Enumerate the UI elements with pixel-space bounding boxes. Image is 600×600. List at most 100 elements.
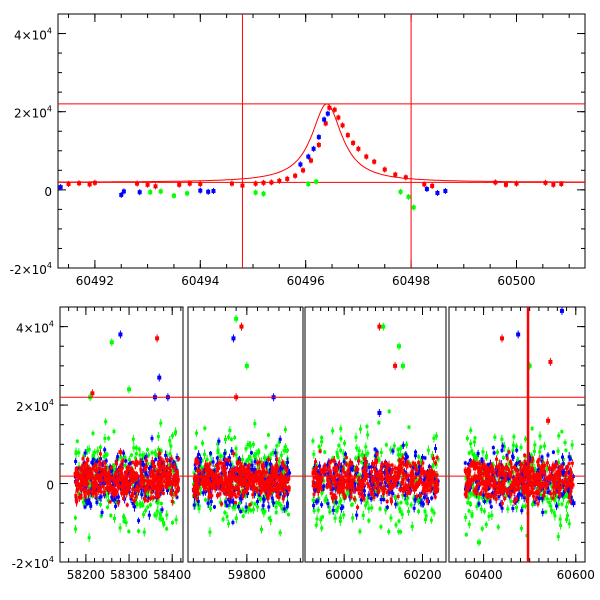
data-point — [372, 465, 376, 469]
data-point — [137, 447, 141, 451]
data-point — [567, 455, 571, 459]
data-point — [285, 492, 289, 496]
data-point — [86, 465, 90, 469]
data-point — [249, 508, 253, 512]
data-point — [287, 471, 291, 475]
data-point — [156, 435, 160, 439]
data-point — [326, 502, 330, 506]
data-point — [311, 439, 315, 443]
data-point — [140, 493, 144, 497]
data-point — [406, 509, 410, 513]
data-point — [74, 466, 78, 470]
data-point — [149, 470, 153, 474]
data-point — [268, 457, 272, 461]
data-point — [264, 463, 268, 467]
data-point — [90, 461, 94, 465]
data-point — [130, 492, 134, 496]
data-point — [568, 457, 572, 461]
data-point — [243, 463, 247, 467]
data-point — [251, 508, 255, 512]
data-point — [420, 501, 424, 505]
data-point — [234, 516, 238, 520]
data-point — [85, 502, 89, 506]
data-point — [353, 473, 357, 477]
data-point — [267, 505, 271, 509]
data-point — [434, 434, 438, 438]
data-point — [475, 479, 479, 483]
data-point — [566, 500, 570, 504]
data-point — [129, 470, 133, 474]
data-point — [394, 502, 398, 506]
data-point — [121, 459, 125, 463]
data-point — [331, 429, 335, 433]
data-point — [422, 182, 427, 187]
data-point — [76, 467, 80, 471]
data-point — [533, 466, 537, 470]
data-point — [82, 454, 86, 458]
data-point — [250, 463, 254, 467]
data-point — [221, 517, 225, 521]
data-point — [211, 460, 215, 464]
data-point — [137, 529, 141, 533]
data-point — [360, 460, 364, 464]
data-point — [201, 491, 205, 495]
data-point — [77, 181, 82, 186]
data-point — [101, 484, 105, 488]
data-point — [518, 460, 522, 464]
data-point — [364, 503, 368, 507]
data-point — [320, 490, 324, 494]
data-point — [128, 473, 132, 477]
data-point — [463, 461, 467, 465]
data-point — [424, 187, 429, 192]
data-point — [173, 431, 177, 435]
data-point — [333, 516, 337, 520]
data-point — [123, 455, 127, 459]
data-point — [567, 471, 571, 475]
data-point — [100, 510, 104, 514]
data-point — [389, 448, 393, 452]
data-point — [161, 491, 165, 495]
data-point — [564, 505, 568, 509]
data-point — [137, 519, 141, 523]
data-point — [209, 476, 213, 480]
data-point — [315, 517, 319, 521]
data-point — [263, 456, 267, 460]
data-point — [282, 448, 286, 452]
data-point — [160, 464, 164, 468]
data-point — [218, 454, 222, 458]
data-point — [217, 439, 221, 443]
data-point — [213, 469, 217, 473]
data-point — [387, 471, 391, 475]
data-point — [228, 428, 232, 432]
data-point — [170, 434, 174, 438]
data-point — [356, 482, 360, 486]
data-point — [272, 501, 276, 505]
data-point — [216, 442, 220, 446]
data-point — [524, 494, 528, 498]
data-point — [398, 507, 402, 511]
data-point — [135, 485, 139, 489]
data-point — [146, 484, 150, 488]
data-point — [332, 481, 336, 485]
data-point — [559, 493, 563, 497]
data-point — [555, 478, 559, 482]
data-point — [335, 453, 339, 457]
data-point — [312, 452, 316, 456]
data-point — [285, 448, 289, 452]
data-point — [148, 489, 152, 493]
data-point — [226, 462, 230, 466]
data-point — [131, 460, 135, 464]
data-point — [93, 477, 97, 481]
data-point — [273, 483, 277, 487]
data-point — [197, 463, 201, 467]
data-point — [521, 505, 525, 509]
data-point — [560, 430, 564, 434]
data-point — [322, 484, 326, 488]
data-point — [564, 448, 568, 452]
data-point — [416, 472, 420, 476]
data-point — [215, 456, 219, 460]
data-point — [159, 501, 163, 505]
data-point — [353, 482, 357, 486]
data-point — [239, 510, 243, 514]
data-point — [361, 513, 365, 517]
